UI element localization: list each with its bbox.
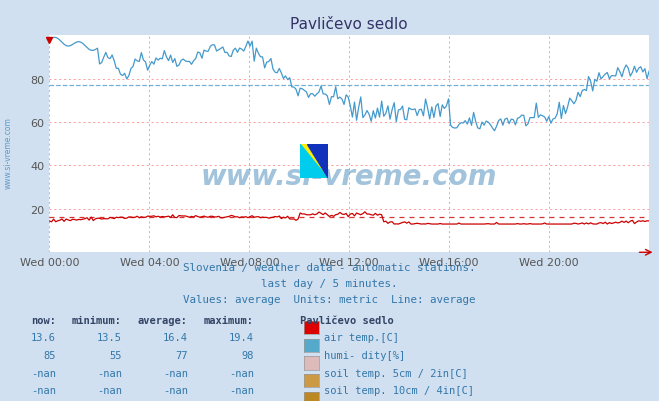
Text: Values: average  Units: metric  Line: average: Values: average Units: metric Line: aver… (183, 295, 476, 305)
Text: last day / 5 minutes.: last day / 5 minutes. (261, 279, 398, 289)
Text: 55: 55 (109, 350, 122, 360)
Text: 13.6: 13.6 (31, 332, 56, 342)
Text: -nan: -nan (229, 385, 254, 395)
Text: -nan: -nan (31, 385, 56, 395)
Polygon shape (300, 144, 328, 178)
Text: 13.5: 13.5 (97, 332, 122, 342)
Text: Slovenia / weather data - automatic stations.: Slovenia / weather data - automatic stat… (183, 263, 476, 273)
Text: average:: average: (138, 315, 188, 325)
Text: 85: 85 (43, 350, 56, 360)
Text: -nan: -nan (229, 368, 254, 378)
Text: -nan: -nan (163, 368, 188, 378)
Text: humi- dity[%]: humi- dity[%] (324, 350, 405, 360)
Text: -nan: -nan (97, 385, 122, 395)
Text: -nan: -nan (163, 385, 188, 395)
Text: minimum:: minimum: (72, 315, 122, 325)
Polygon shape (307, 144, 328, 178)
Text: -nan: -nan (97, 368, 122, 378)
Text: air temp.[C]: air temp.[C] (324, 332, 399, 342)
Text: 98: 98 (241, 350, 254, 360)
Text: soil temp. 5cm / 2in[C]: soil temp. 5cm / 2in[C] (324, 368, 468, 378)
Text: Pavličevo sedlo: Pavličevo sedlo (300, 315, 393, 325)
Text: 77: 77 (175, 350, 188, 360)
Text: www.si-vreme.com: www.si-vreme.com (201, 163, 498, 191)
Text: soil temp. 10cm / 4in[C]: soil temp. 10cm / 4in[C] (324, 385, 474, 395)
Text: -nan: -nan (31, 368, 56, 378)
Title: Pavličevo sedlo: Pavličevo sedlo (291, 17, 408, 32)
Text: maximum:: maximum: (204, 315, 254, 325)
Text: 19.4: 19.4 (229, 332, 254, 342)
Text: 16.4: 16.4 (163, 332, 188, 342)
Text: now:: now: (31, 315, 56, 325)
Text: www.si-vreme.com: www.si-vreme.com (4, 117, 13, 188)
